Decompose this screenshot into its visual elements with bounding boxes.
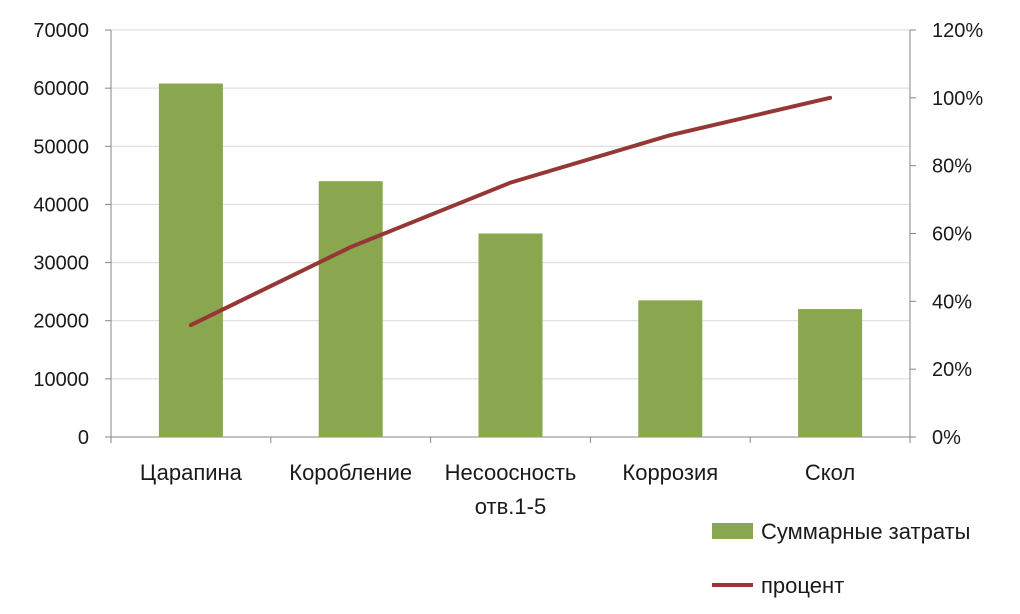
left-tick-label: 50000 <box>33 136 89 158</box>
legend-bar-label: Суммарные затраты <box>761 519 970 544</box>
category-label: Коррозия <box>622 460 718 485</box>
bar <box>158 83 223 438</box>
legend: Суммарные затраты процент <box>712 519 970 598</box>
bar <box>318 181 383 437</box>
left-tick-label: 0 <box>78 427 89 449</box>
left-tick-label: 20000 <box>33 311 89 333</box>
category-label: Коробление <box>289 460 412 485</box>
bar <box>478 233 543 437</box>
legend-item-line: процент <box>712 573 844 598</box>
left-tick-label: 70000 <box>33 20 89 42</box>
legend-bar-swatch <box>712 523 753 539</box>
left-tick-label: 40000 <box>33 194 89 216</box>
right-tick-label: 100% <box>932 88 983 110</box>
category-label: Скол <box>805 460 855 485</box>
legend-line-label: процент <box>761 573 844 598</box>
tick-labels: 0 10000 20000 30000 40000 50000 60000 70000 0% 20… <box>33 20 983 449</box>
right-tick-label: 20% <box>932 359 972 381</box>
right-tick-label: 40% <box>932 291 972 313</box>
bar-series <box>158 83 863 438</box>
category-label: отв.1-5 <box>475 494 546 519</box>
category-labels: Царапина Коробление Несоосность отв.1-5 Корр… <box>140 460 855 519</box>
left-tick-label: 30000 <box>33 253 89 275</box>
right-tick-label: 120% <box>932 20 983 42</box>
category-label: Царапина <box>140 460 243 485</box>
line-series <box>188 95 833 328</box>
legend-item-bar: Суммарные затраты <box>712 519 970 544</box>
bar <box>798 309 863 437</box>
right-tick-label: 0% <box>932 427 961 449</box>
left-tick-label: 10000 <box>33 369 89 391</box>
right-tick-label: 80% <box>932 156 972 178</box>
category-label: Несоосность <box>445 460 577 485</box>
right-tick-label: 60% <box>932 224 972 246</box>
bar <box>638 300 703 437</box>
left-tick-label: 60000 <box>33 78 89 100</box>
